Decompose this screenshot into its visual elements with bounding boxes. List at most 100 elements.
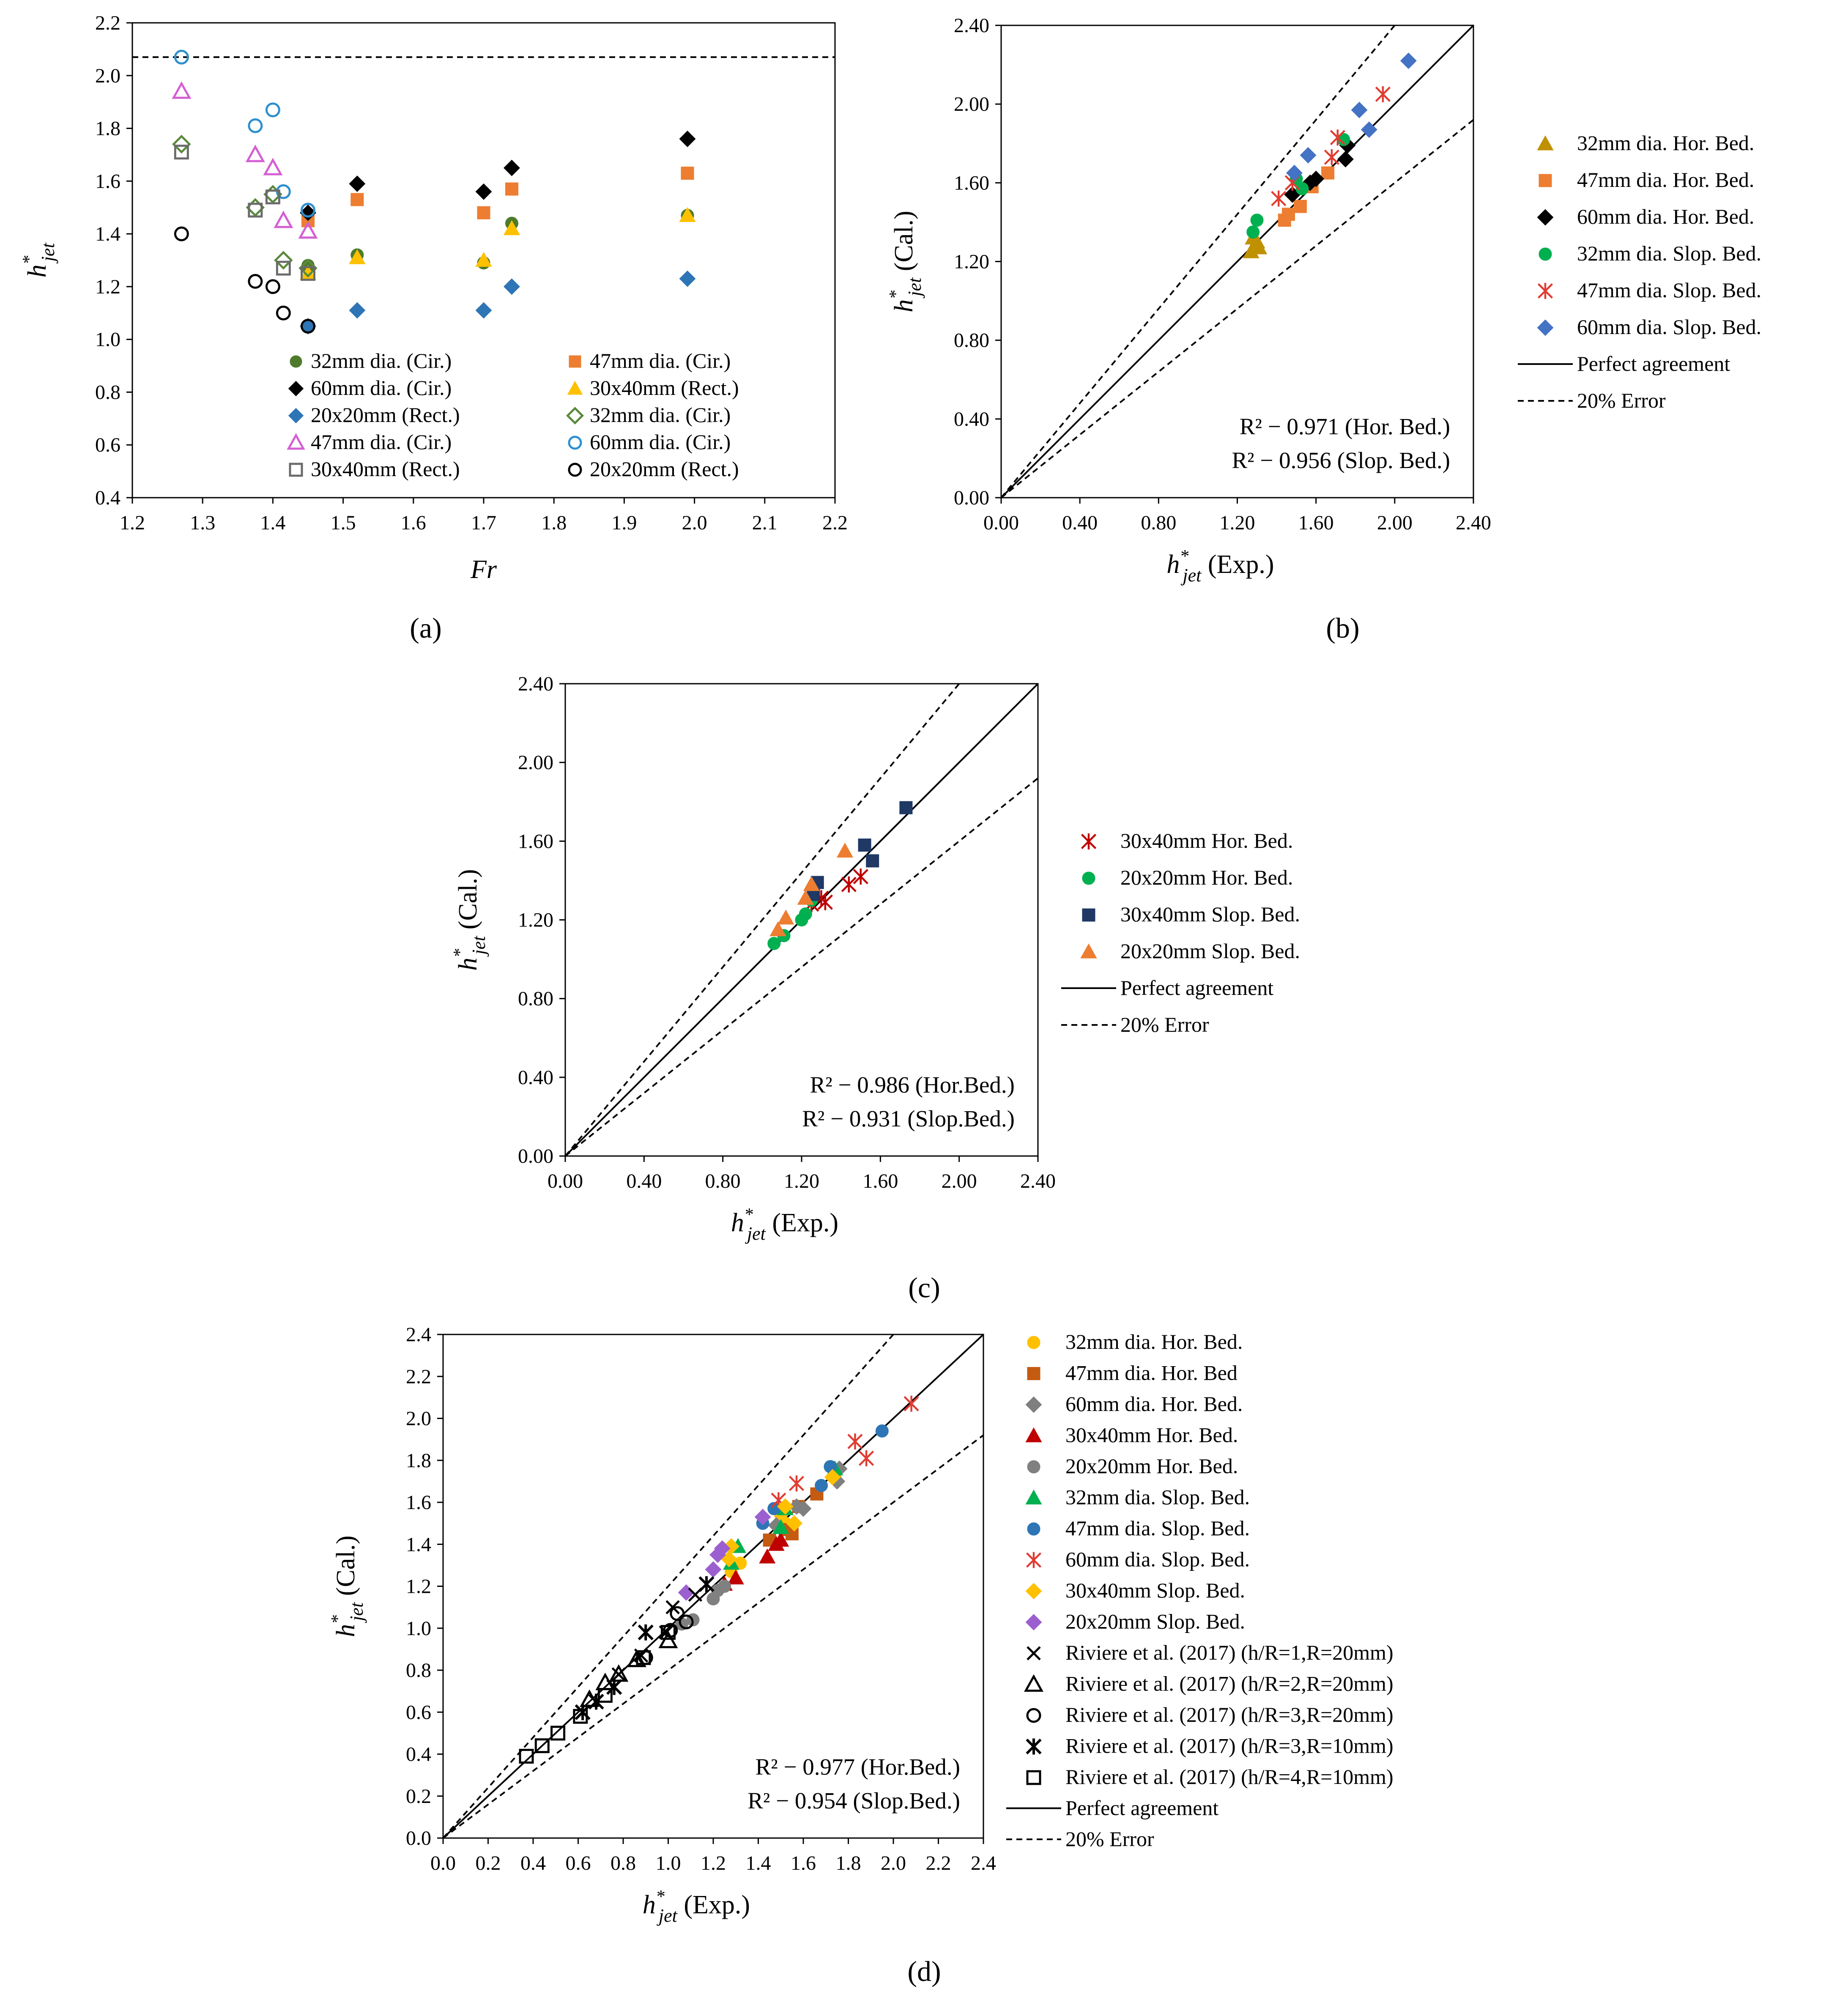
series-14 (519, 1625, 676, 1764)
data-point (788, 1475, 805, 1492)
legend-marker (1025, 1489, 1042, 1504)
series-7 (771, 1395, 919, 1509)
legend-label: 47mm dia. (Cir.) (590, 349, 731, 373)
x-tick-label: 2.4 (971, 1852, 996, 1874)
legend-label: 47mm dia. Slop. Bed. (1065, 1516, 1250, 1540)
x-tick-label: 2.2 (926, 1852, 951, 1874)
x-axis-label: Fr (470, 555, 497, 584)
error-20pct-line (1000, 25, 1396, 499)
chart-b: 0.00 0.40 0.80 1.20 1.60 2.00 2.40 0.00 0.40 0.80… (886, 14, 1761, 644)
y-tick-label: 2.40 (954, 14, 989, 37)
x-tick-label: 0.00 (983, 512, 1019, 534)
data-point (1295, 182, 1309, 195)
legend-label: 30x40mm (Rect.) (311, 457, 460, 481)
data-point (550, 1726, 566, 1741)
data-point (679, 207, 696, 222)
data-point (350, 193, 364, 206)
data-point (824, 1460, 837, 1474)
data-point (276, 305, 291, 321)
x-tick-label: 0.80 (705, 1170, 741, 1192)
data-point (727, 1569, 744, 1585)
legend-label: Riviere et al. (2017) (h/R=2,R=20mm) (1065, 1672, 1394, 1696)
legend-label: 32mm dia. Slop. Bed. (1577, 241, 1761, 265)
legend-label: 20x20mm Hor. Bed. (1065, 1454, 1238, 1478)
x-tick-label: 1.8 (836, 1852, 861, 1874)
y-tick-label: 0.8 (95, 381, 120, 403)
x-tick-label: 2.1 (752, 512, 778, 534)
data-point (503, 220, 520, 236)
y-axis-label: h*jet (Cal.) (450, 869, 489, 970)
y-tick-label: 0.0 (406, 1827, 431, 1849)
x-tick-label: 0.40 (626, 1170, 662, 1192)
series-7 (174, 49, 315, 218)
x-tick-label: 0.4 (520, 1852, 546, 1874)
data-point (1248, 237, 1265, 252)
legend-label: 20% Error (1120, 1013, 1209, 1036)
legend-marker (1026, 1738, 1042, 1755)
data-point (1250, 214, 1264, 227)
chart-c: 0.00 0.40 0.80 1.20 1.60 2.00 2.40 0.00 0.40 0.80… (450, 673, 1300, 1304)
x-tick-label: 2.40 (1456, 512, 1491, 534)
data-point (1324, 149, 1339, 165)
y-tick-label: 0.2 (406, 1785, 431, 1808)
series-4 (675, 1580, 731, 1631)
legend-label: 32mm dia. Hor. Bed. (1577, 131, 1754, 155)
x-tick-label: 1.4 (746, 1852, 771, 1874)
y-tick-label: 1.20 (954, 251, 989, 273)
legend-marker (1082, 908, 1095, 922)
legend-marker (1027, 1646, 1041, 1660)
legend-marker (1539, 247, 1552, 261)
y-tick-label: 2.2 (95, 12, 120, 34)
legend-marker (1025, 1614, 1042, 1630)
series-3 (1246, 133, 1350, 239)
y-tick-label: 0.4 (95, 487, 120, 509)
r-squared-annotation: R² − 0.956 (Slop. Bed.) (1232, 447, 1450, 473)
panel-caption: (b) (1326, 612, 1359, 644)
data-point (627, 1649, 646, 1667)
x-tick-label: 1.5 (331, 512, 356, 534)
data-point (698, 1576, 715, 1592)
legend-marker (1027, 1460, 1040, 1474)
data-point (899, 801, 913, 814)
data-point (815, 1479, 828, 1492)
data-point (573, 1709, 588, 1724)
data-point (611, 1667, 626, 1682)
data-point (301, 203, 315, 218)
data-point (772, 1532, 789, 1547)
legend-marker (288, 408, 304, 424)
x-tick-label: 0.8 (611, 1852, 636, 1874)
x-tick-label: 1.60 (862, 1170, 898, 1192)
legend-label: 47mm dia. Hor. Bed (1065, 1361, 1237, 1385)
y-tick-label: 0.00 (954, 487, 989, 509)
data-point (475, 183, 492, 200)
legend-marker (1026, 1770, 1041, 1785)
legend-marker (568, 463, 582, 477)
legend-marker (1025, 1427, 1042, 1442)
legend-label: Riviere et al. (2017) (h/R=3,R=10mm) (1065, 1734, 1394, 1758)
panel-caption: (a) (410, 612, 441, 644)
legend-label: 60mm dia. Slop. Bed. (1065, 1548, 1250, 1571)
data-point (274, 211, 293, 228)
data-point (866, 854, 879, 868)
data-point (174, 49, 189, 65)
x-tick-label: 2.00 (942, 1170, 977, 1192)
legend-marker (289, 463, 303, 477)
y-tick-label: 1.8 (406, 1449, 431, 1472)
x-tick-label: 1.6 (401, 512, 426, 534)
y-tick-label: 1.8 (95, 118, 120, 140)
series-8 (174, 145, 315, 281)
x-tick-label: 2.0 (682, 512, 707, 534)
legend-label: 32mm dia. Hor. Bed. (1065, 1330, 1243, 1353)
legend-marker (287, 433, 305, 450)
y-tick-label: 0.6 (406, 1701, 431, 1723)
data-point (597, 1688, 613, 1703)
y-tick-label: 1.60 (518, 830, 553, 852)
y-tick-label: 0.80 (518, 988, 553, 1010)
x-tick-label: 2.00 (1377, 512, 1413, 534)
data-point (274, 251, 293, 270)
error-20pct-line (442, 1334, 894, 1839)
x-tick-label: 1.6 (791, 1852, 816, 1874)
y-tick-label: 0.40 (954, 408, 989, 430)
y-tick-label: 2.00 (954, 93, 989, 115)
